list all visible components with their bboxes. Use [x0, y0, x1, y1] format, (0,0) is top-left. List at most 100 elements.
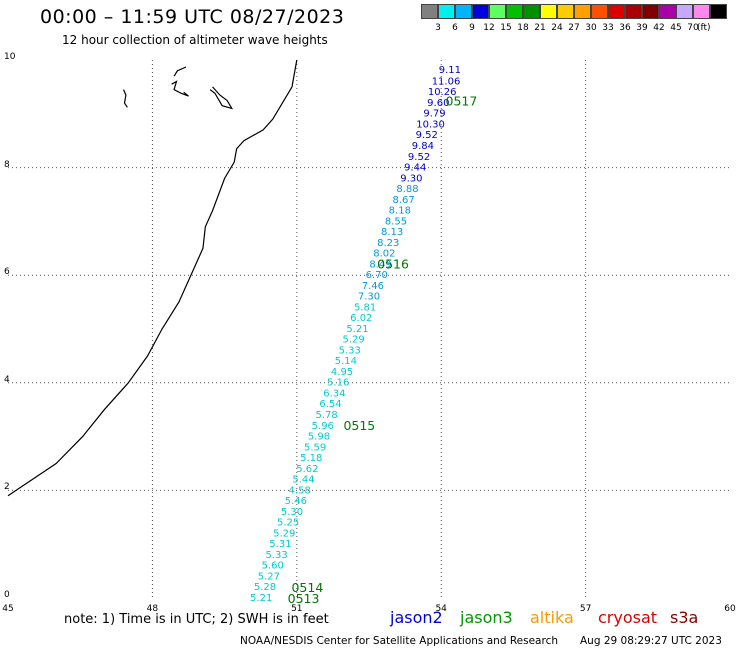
wave-height-label: 4.58: [289, 485, 311, 496]
wave-height-label: 8.18: [389, 206, 411, 217]
wave-height-label: 5.18: [300, 453, 322, 464]
wave-height-label: 8.49: [369, 259, 391, 270]
longitude-tick-label: 60: [724, 604, 736, 614]
island-outline: [209, 86, 234, 110]
legend-item-jason2: jason2: [390, 608, 443, 627]
colorbar-label: 24: [551, 23, 563, 33]
wave-height-label: 10.30: [416, 119, 445, 130]
island-outline: [171, 80, 189, 97]
colorbar-swatch: [625, 4, 642, 19]
pass-time-label: 0513: [288, 591, 320, 606]
longitude-tick-label: 48: [146, 604, 159, 614]
pass-time-label: 0514: [291, 580, 323, 595]
latitude-tick-label: 6: [4, 267, 10, 278]
colorbar-label: 12: [483, 23, 495, 33]
wave-height-label: 9.52: [416, 130, 438, 141]
longitude-tick-label: 57: [579, 604, 592, 614]
note-text: note: 1) Time is in UTC; 2) SWH is in fe…: [64, 612, 329, 627]
wave-height-label: 8.55: [385, 216, 407, 227]
pass-time-label: 0517: [446, 93, 478, 108]
credit-text: NOAA/NESDIS Center for Satellite Applica…: [240, 635, 558, 647]
wave-height-label: 5.81: [354, 302, 376, 313]
wave-height-label: 6.34: [323, 388, 345, 399]
generation-timestamp: Aug 29 08:29:27 UTC 2023: [580, 635, 722, 647]
wave-height-label: 5.44: [292, 475, 314, 486]
latitude-tick-label: 8: [4, 159, 10, 170]
colorbar-swatch: [523, 4, 540, 19]
wave-height-label: 8.67: [393, 195, 415, 206]
latitude-tick-label: 0: [4, 590, 10, 600]
colorbar-swatch: [472, 4, 489, 19]
wave-height-label: 5.21: [346, 324, 368, 335]
chart-title: 00:00 – 11:59 UTC 08/27/2023: [40, 6, 345, 28]
wave-height-label: 8.13: [381, 227, 403, 238]
colorbar-label: 9: [469, 23, 475, 33]
wave-height-label: 5.33: [265, 550, 287, 561]
longitude-tick-label: 51: [291, 604, 303, 614]
wave-height-label: 5.29: [273, 528, 295, 539]
colorbar-label: 18: [517, 23, 529, 33]
wave-height-label: 5.62: [296, 464, 318, 475]
wave-height-label: 5.29: [342, 335, 364, 346]
pass-time-label: 0516: [377, 256, 409, 271]
wave-height-label: 9.44: [404, 163, 426, 174]
wave-height-label: 9.60: [427, 98, 449, 109]
colorbar-label: 21: [534, 23, 546, 33]
legend-item-cryosat: cryosat: [598, 608, 658, 627]
legend-item-altika: altika: [530, 608, 574, 627]
colorbar-swatch: [557, 4, 574, 19]
colorbar-swatch: [659, 4, 676, 19]
colorbar-swatch: [608, 4, 625, 19]
colorbar-swatch: [642, 4, 659, 19]
legend-item-jason3: jason3: [460, 608, 513, 627]
colorbar-swatch: [591, 4, 608, 19]
wave-height-label: 5.14: [335, 356, 357, 367]
chart-subtitle: 12 hour collection of altimeter wave hei…: [62, 33, 328, 47]
colorbar-swatch: [455, 4, 472, 19]
wave-height-label: 9.84: [412, 141, 434, 152]
colorbar-label: 27: [568, 23, 580, 33]
colorbar-label: 70: [687, 23, 699, 33]
wave-height-label: 5.98: [308, 432, 330, 443]
colorbar-swatch: [676, 4, 693, 19]
wave-height-label: 5.28: [254, 582, 276, 593]
wave-height-label: 10.26: [428, 87, 457, 98]
wave-height-label: 5.78: [316, 410, 338, 421]
wave-height-label: 8.02: [373, 249, 395, 260]
wave-height-label: 5.21: [250, 593, 272, 604]
legend-item-s3a: s3a: [670, 608, 699, 627]
colorbar-label: 30: [585, 23, 597, 33]
colorbar-label: 36: [619, 23, 631, 33]
colorbar-swatch: [574, 4, 591, 19]
wave-height-label: 5.46: [285, 496, 307, 507]
wave-height-label: 5.25: [277, 518, 299, 529]
wave-height-label: 9.79: [423, 109, 445, 120]
wave-height-label: 9.30: [400, 173, 422, 184]
colorbar-swatch: [421, 4, 438, 19]
colorbar-label: 45: [670, 23, 682, 33]
colorbar-unit: (ft): [697, 23, 711, 33]
wave-height-label: 5.60: [262, 561, 284, 572]
wave-height-label: 9.52: [408, 152, 430, 163]
wave-height-label: 6.70: [366, 270, 388, 281]
wave-height-label: 8.23: [377, 238, 399, 249]
island-outline: [173, 66, 187, 77]
colorbar-label: 3: [435, 23, 441, 33]
latitude-tick-label: 2: [4, 482, 10, 493]
pass-time-label: 0515: [343, 418, 375, 433]
colorbar-label: 39: [636, 23, 648, 33]
colorbar-swatch: [438, 4, 455, 19]
wave-height-label: 6.54: [319, 399, 341, 410]
wave-height-label: 5.59: [304, 442, 326, 453]
colorbar-swatch: [710, 4, 727, 19]
wave-height-label: 4.95: [331, 367, 353, 378]
longitude-tick-label: 45: [2, 604, 14, 614]
latitude-tick-label: 4: [4, 374, 10, 385]
colorbar-swatch: [489, 4, 506, 19]
wave-height-label: 5.30: [281, 507, 303, 518]
wave-height-label: 5.16: [327, 378, 349, 389]
latitude-tick-label: 10: [4, 52, 16, 62]
wave-height-label: 7.46: [362, 281, 384, 292]
wave-height-label: 5.31: [269, 539, 291, 550]
